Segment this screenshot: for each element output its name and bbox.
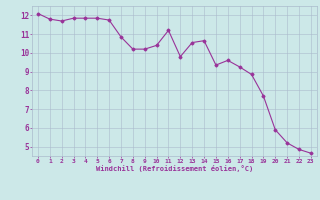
X-axis label: Windchill (Refroidissement éolien,°C): Windchill (Refroidissement éolien,°C): [96, 165, 253, 172]
